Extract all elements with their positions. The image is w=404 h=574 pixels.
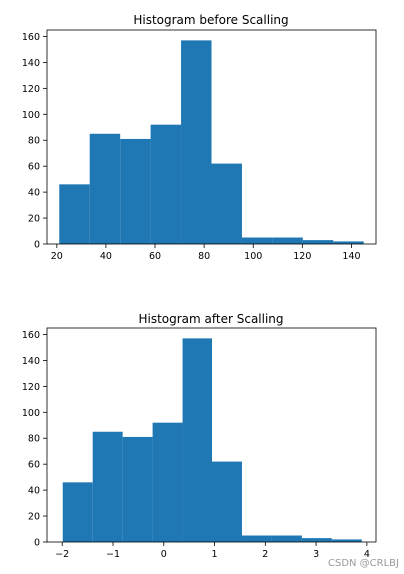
axes-frame-before: [46, 29, 377, 245]
x-ticks-after: −2 −1 0 1 2 3 4: [55, 542, 370, 560]
y-tick-label-after: 0: [34, 538, 40, 549]
histogram-bar-after-10: [331, 539, 362, 542]
x-tick-label-before: 60: [149, 251, 161, 262]
y-tick-label-before: 140: [22, 58, 40, 69]
axes-frame-after: [46, 327, 377, 543]
chart-before-scaling: Histogram before Scalling 0 20 40 60 80 100 12…: [22, 13, 377, 262]
y-tick-label-after: 20: [28, 512, 40, 523]
x-tick-label-before: 140: [342, 251, 360, 262]
bars-group-before: [59, 40, 364, 244]
x-tick-label-before: 40: [100, 251, 112, 262]
histogram-bar-after-9: [301, 538, 332, 542]
y-tick-label-before: 100: [22, 110, 40, 121]
histogram-bar-before-5: [181, 40, 212, 244]
histogram-bar-before-3: [120, 138, 151, 244]
x-tick-label-after: 1: [212, 549, 218, 560]
histogram-bar-after-6: [212, 461, 242, 542]
y-tick-label-before: 60: [28, 162, 40, 173]
chart-title-after: Histogram after Scalling: [138, 312, 283, 326]
bars-group-after: [62, 338, 362, 542]
histogram-bar-before-9: [302, 240, 334, 244]
y-tick-label-after: 120: [22, 382, 40, 393]
histogram-bar-before-10: [333, 241, 364, 244]
histogram-bar-before-4: [150, 124, 182, 244]
x-tick-label-before: 20: [51, 251, 63, 262]
y-tick-label-before: 0: [34, 240, 40, 251]
histogram-bar-after-1: [62, 482, 93, 542]
y-tick-label-after: 160: [22, 330, 40, 341]
x-tick-label-after: 4: [364, 549, 370, 560]
y-tick-label-after: 40: [28, 486, 40, 497]
x-tick-label-before: 100: [244, 251, 262, 262]
y-tick-label-after: 100: [22, 408, 40, 419]
histogram-bar-before-7: [241, 237, 273, 244]
x-tick-label-after: −2: [55, 549, 69, 560]
histogram-bar-after-4: [152, 422, 183, 542]
histogram-bar-before-1: [59, 184, 90, 244]
histogram-bar-after-8: [271, 535, 302, 542]
x-tick-label-after: 3: [313, 549, 319, 560]
chart-title-before: Histogram before Scalling: [133, 13, 288, 27]
histogram-bar-after-7: [241, 535, 272, 542]
y-tick-label-before: 20: [28, 214, 40, 225]
histogram-bar-after-3: [122, 436, 153, 542]
y-ticks-after: 0 20 40 60 80 100 120 140 160: [22, 330, 47, 549]
x-tick-label-before: 80: [198, 251, 210, 262]
x-tick-label-after: −1: [106, 549, 120, 560]
y-ticks-before: 0 20 40 60 80 100 120 140 160: [22, 32, 47, 251]
watermark-text: CSDN @CRLBJ: [328, 558, 399, 569]
y-tick-label-before: 40: [28, 188, 40, 199]
y-tick-label-before: 120: [22, 84, 40, 95]
histogram-bar-after-2: [92, 431, 123, 542]
x-tick-label-after: 0: [161, 549, 167, 560]
histogram-bar-before-6: [211, 163, 242, 244]
y-tick-label-after: 140: [22, 356, 40, 367]
y-tick-label-before: 160: [22, 32, 40, 43]
y-tick-label-after: 60: [28, 460, 40, 471]
y-tick-label-before: 80: [28, 136, 40, 147]
chart-after-scaling: Histogram after Scalling 020406080100120…: [22, 312, 377, 560]
y-tick-label-after: 80: [28, 434, 40, 445]
histogram-bar-after-5: [182, 338, 213, 542]
histogram-bar-before-2: [89, 133, 121, 244]
x-tick-label-after: 2: [262, 549, 268, 560]
x-ticks-before: 20 40 60 80 100 120 140: [51, 244, 361, 262]
x-tick-label-before: 120: [293, 251, 311, 262]
histogram-bar-before-8: [272, 237, 303, 244]
